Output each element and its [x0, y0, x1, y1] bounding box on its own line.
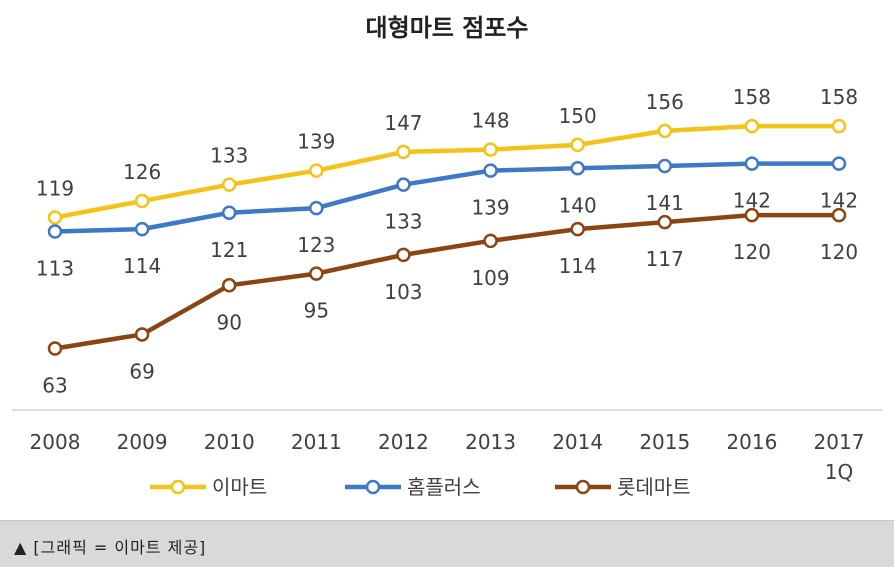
data-point [657, 158, 673, 174]
line-chart: 119 126 133 139 147 148 150 156 158 158 113 114 121 1… [12, 85, 882, 499]
legend-swatch-marker [365, 479, 381, 495]
caption-bar: ▲ [그래픽 = 이마트 제공] [0, 520, 894, 567]
data-label: 123 [297, 233, 335, 257]
data-point [831, 207, 847, 223]
data-point [483, 142, 498, 157]
x-tick-label: 2017 1Q [814, 430, 865, 484]
data-point [134, 221, 150, 237]
data-point [570, 221, 585, 237]
data-label: 95 [304, 299, 329, 323]
data-point [831, 118, 847, 134]
data-label: 90 [216, 310, 241, 334]
data-point [396, 177, 411, 192]
legend: 이마트 홈플러스 롯데마트 [150, 475, 691, 499]
x-tick-labels: 2008 2009 2010 2011 2012 2013 2014 2015 2016 2017… [30, 430, 865, 484]
data-labels: 119 126 133 139 147 148 150 156 158 158 113 114 121 1… [36, 85, 858, 397]
data-point [396, 247, 411, 263]
data-point [221, 177, 237, 192]
data-point [483, 233, 498, 249]
data-label: 120 [820, 240, 858, 264]
data-point [134, 193, 150, 209]
data-label: 142 [820, 189, 858, 213]
data-label: 141 [646, 191, 684, 215]
x-tick-label: 2016 [726, 430, 777, 454]
series-line-0 [52, 123, 842, 220]
caption-text: ▲ [그래픽 = 이마트 제공] [14, 538, 207, 557]
x-tick-label: 2012 [378, 430, 429, 454]
data-label: 63 [42, 373, 67, 397]
legend-label: 이마트 [212, 475, 267, 499]
data-point [483, 163, 498, 178]
data-label: 117 [646, 247, 684, 271]
data-label: 139 [297, 130, 335, 154]
data-label: 126 [123, 160, 161, 184]
data-point [657, 214, 673, 230]
data-label: 103 [384, 280, 422, 304]
data-point [309, 266, 324, 281]
data-label: 158 [733, 85, 771, 109]
data-point [134, 327, 150, 342]
data-label: 119 [36, 176, 74, 200]
data-point [744, 118, 760, 134]
data-label: 133 [384, 210, 422, 234]
x-tick-label: 2008 [30, 430, 81, 454]
data-point [47, 210, 63, 225]
data-point [221, 205, 237, 221]
data-point [309, 163, 324, 178]
data-point [396, 144, 411, 160]
x-tick-label: 2011 [291, 430, 342, 454]
data-point [570, 137, 585, 153]
legend-label: 홈플러스 [407, 475, 481, 499]
data-label: 121 [210, 238, 248, 262]
data-label: 114 [123, 254, 161, 278]
series-line-1 [52, 161, 842, 234]
data-point [744, 207, 760, 223]
data-point [657, 123, 673, 139]
data-label: 156 [646, 90, 684, 114]
data-point [47, 224, 63, 239]
data-point [47, 341, 63, 356]
legend-swatch-marker [170, 479, 186, 495]
series-lines [47, 118, 847, 356]
data-point [570, 161, 585, 176]
data-label: 139 [471, 196, 509, 220]
data-label: 114 [559, 254, 597, 278]
series-line-2 [52, 212, 842, 351]
data-label: 142 [733, 189, 771, 213]
data-label: 140 [559, 193, 597, 217]
x-tick-label: 2014 [552, 430, 603, 454]
data-label: 148 [471, 109, 509, 133]
data-point [831, 156, 847, 171]
data-label: 133 [210, 144, 248, 168]
data-point [744, 156, 760, 171]
chart-title: 대형마트 점포수 [365, 14, 529, 42]
legend-label: 롯데마트 [617, 475, 691, 499]
data-label: 109 [471, 266, 509, 290]
data-label: 113 [36, 256, 74, 280]
data-label: 147 [384, 111, 422, 135]
data-label: 69 [129, 359, 154, 383]
legend-swatch-marker [575, 479, 591, 495]
x-tick-label: 2013 [465, 430, 516, 454]
data-label: 158 [820, 85, 858, 109]
x-tick-label: 2010 [204, 430, 255, 454]
x-tick-label: 2009 [117, 430, 168, 454]
data-point [221, 278, 237, 293]
data-point [309, 200, 324, 216]
data-label: 150 [559, 104, 597, 128]
x-tick-label: 2015 [639, 430, 690, 454]
data-label: 120 [733, 240, 771, 264]
